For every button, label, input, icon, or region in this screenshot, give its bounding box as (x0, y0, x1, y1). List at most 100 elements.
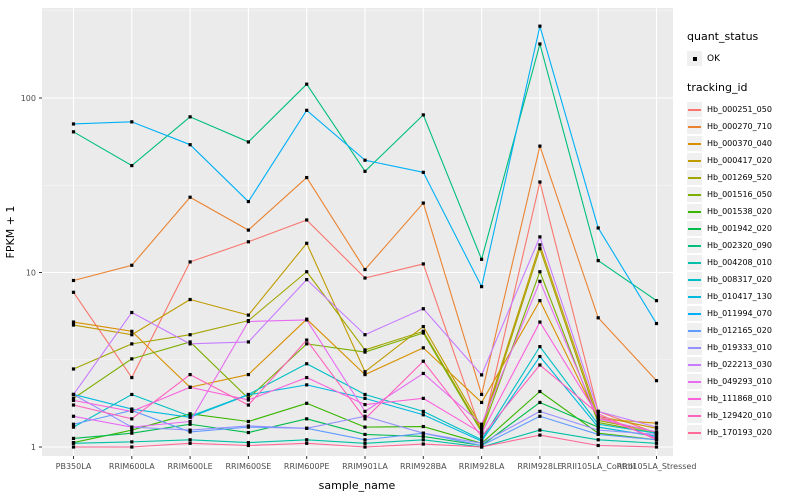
data-point (538, 400, 542, 405)
x-tick-label: RRII105LA_Stressed (617, 462, 697, 471)
data-point (480, 422, 484, 426)
legend-key (687, 374, 702, 389)
legend-item-label: Hb_000417_020 (707, 156, 772, 165)
plot-panel (42, 8, 673, 456)
x-tick-label: RRII105LA_Control (561, 462, 635, 471)
data-point (305, 278, 309, 282)
data-point (246, 319, 250, 324)
data-point (421, 431, 425, 435)
data-point (480, 425, 484, 429)
data-point (130, 417, 134, 421)
legend-item-Hb_001538_020: Hb_001538_020 (687, 203, 799, 220)
legend-line-icon (688, 363, 701, 366)
legend-key (687, 357, 702, 372)
data-point (421, 324, 425, 329)
legend-item-label: Hb_000251_050 (707, 105, 772, 114)
x-tick-label: PB350LA (56, 462, 92, 471)
data-point (71, 392, 76, 397)
legend-item-label: Hb_001516_050 (707, 190, 772, 199)
data-point (246, 340, 250, 344)
data-point (71, 130, 76, 134)
legend-item-Hb_129420_010: Hb_129420_010 (687, 407, 799, 424)
data-point (246, 393, 250, 397)
legend-item-label: Hb_019333_010 (707, 343, 772, 352)
data-point (538, 320, 542, 324)
data-point (480, 431, 484, 435)
legend-key (687, 136, 702, 151)
data-point (188, 430, 192, 434)
data-point (363, 432, 367, 437)
data-point (246, 396, 250, 400)
data-point (654, 430, 659, 434)
data-point (305, 338, 309, 342)
legend-section-tracking-id: tracking_id Hb_000251_050 Hb_000270_710 Hb… (687, 81, 799, 441)
data-point (363, 438, 367, 442)
data-point (130, 431, 134, 435)
legend-key (687, 340, 702, 355)
data-point (363, 350, 367, 354)
data-point (596, 420, 600, 425)
data-point (421, 329, 425, 333)
legend-item-Hb_049293_010: Hb_049293_010 (687, 373, 799, 390)
data-point (71, 367, 76, 371)
data-point (188, 260, 192, 264)
data-point (480, 439, 484, 443)
legend-item-label: Hb_004208_010 (707, 258, 772, 267)
data-point (421, 424, 425, 429)
legend-key (687, 204, 702, 219)
data-point (421, 201, 425, 205)
legend-line-icon (688, 261, 701, 264)
legend-key (687, 119, 702, 134)
legend-key (687, 289, 702, 304)
legend-line-icon (688, 312, 701, 315)
data-point (305, 401, 309, 405)
series-points-Hb_002320_090 (71, 42, 659, 303)
legend-key (687, 391, 702, 406)
data-point (654, 445, 659, 449)
data-point (188, 297, 192, 302)
data-point (596, 414, 600, 418)
x-tick-label: RRIM928LA (459, 462, 505, 471)
data-point (421, 262, 425, 266)
data-point (538, 414, 542, 418)
legend-item-Hb_000270_710: Hb_000270_710 (687, 118, 799, 135)
data-point (130, 329, 134, 333)
data-point (421, 113, 425, 117)
legend-key (687, 102, 702, 117)
data-point (305, 362, 309, 366)
legend-item-Hb_000417_020: Hb_000417_020 (687, 152, 799, 169)
data-point (538, 235, 542, 239)
legend: quant_status OK tracking_id Hb_000251_05… (687, 30, 799, 455)
data-point (71, 398, 76, 402)
legend-item-label: Hb_022213_030 (707, 360, 772, 369)
data-point (305, 241, 309, 245)
x-tick-label: RRIM600LA (109, 462, 155, 471)
data-point (596, 432, 600, 437)
data-point (363, 417, 367, 421)
data-point (363, 409, 367, 413)
legend-item-label: Hb_001538_020 (707, 207, 772, 216)
data-point (363, 402, 367, 407)
data-point (71, 436, 76, 441)
data-point (188, 419, 192, 424)
series-points-Hb_170193_020 (71, 433, 659, 449)
legend-line-icon (688, 380, 701, 383)
legend-line-icon (688, 431, 701, 434)
data-point (363, 276, 367, 280)
data-point (596, 438, 600, 442)
legend-section-quant-status: quant_status OK (687, 30, 799, 67)
data-point (363, 441, 367, 445)
data-point (654, 379, 659, 383)
data-point (246, 313, 250, 317)
legend-line-icon (688, 210, 701, 213)
data-point (130, 428, 134, 432)
legend-item-label: Hb_010417_130 (707, 292, 772, 301)
data-point (480, 392, 484, 397)
data-point (188, 372, 192, 377)
data-point (421, 409, 425, 413)
data-point (596, 428, 600, 432)
data-point (130, 425, 134, 429)
series-points-Hb_011994_070 (71, 24, 659, 326)
